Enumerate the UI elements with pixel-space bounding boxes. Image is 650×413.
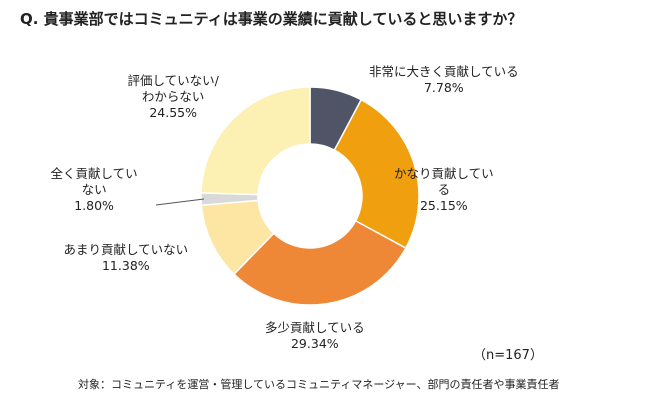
segment-label-text: ない [81,182,107,197]
leader-line [155,198,205,206]
chart-title: Q. 貴事業部ではコミュニティは事業の業績に貢献していると思いますか？ [20,10,523,28]
segment-label-1: 非常に大きく貢献している 7.78% [369,64,519,96]
donut-slice-6 [200,86,311,196]
sample-size: （n=167） [473,348,543,363]
segment-label-percent: 25.15% [419,198,468,213]
segment-label-4: あまり貢献していない 11.38% [64,242,189,274]
segment-label-percent: 1.80% [74,198,114,213]
segment-label-percent: 29.34% [290,336,339,351]
donut-slice-2 [333,98,420,250]
segment-label-text: わからない [141,89,205,104]
segment-label-text: 評価していない/ [127,73,219,88]
segment-label-text: 非常に大きく貢献している [369,64,519,79]
segment-label-6: 評価していない/わからない 24.55% [128,73,219,121]
donut-slice-3 [232,219,407,306]
segment-label-percent: 24.55% [149,105,197,120]
segment-label-2: かなり貢献している 25.15% [394,166,494,214]
segment-label-text: る [437,182,451,197]
segment-label-percent: 7.78% [423,80,464,95]
segment-label-text: 多少貢献している [265,320,365,335]
segment-label-3: 多少貢献している 29.34% [265,320,365,352]
segment-label-5: 全く貢献してい ない 1.80% [51,166,138,214]
segment-label-text: あまり貢献していない [63,242,189,257]
segment-label-text: かなり貢献してい [394,166,494,181]
segment-label-text: 全く貢献してい [50,166,138,181]
segment-label-percent: 11.38% [101,258,150,273]
footnote: 対象：コミュニティを運営・管理しているコミュニティマネージャー、部門の責任者や事… [78,378,560,391]
